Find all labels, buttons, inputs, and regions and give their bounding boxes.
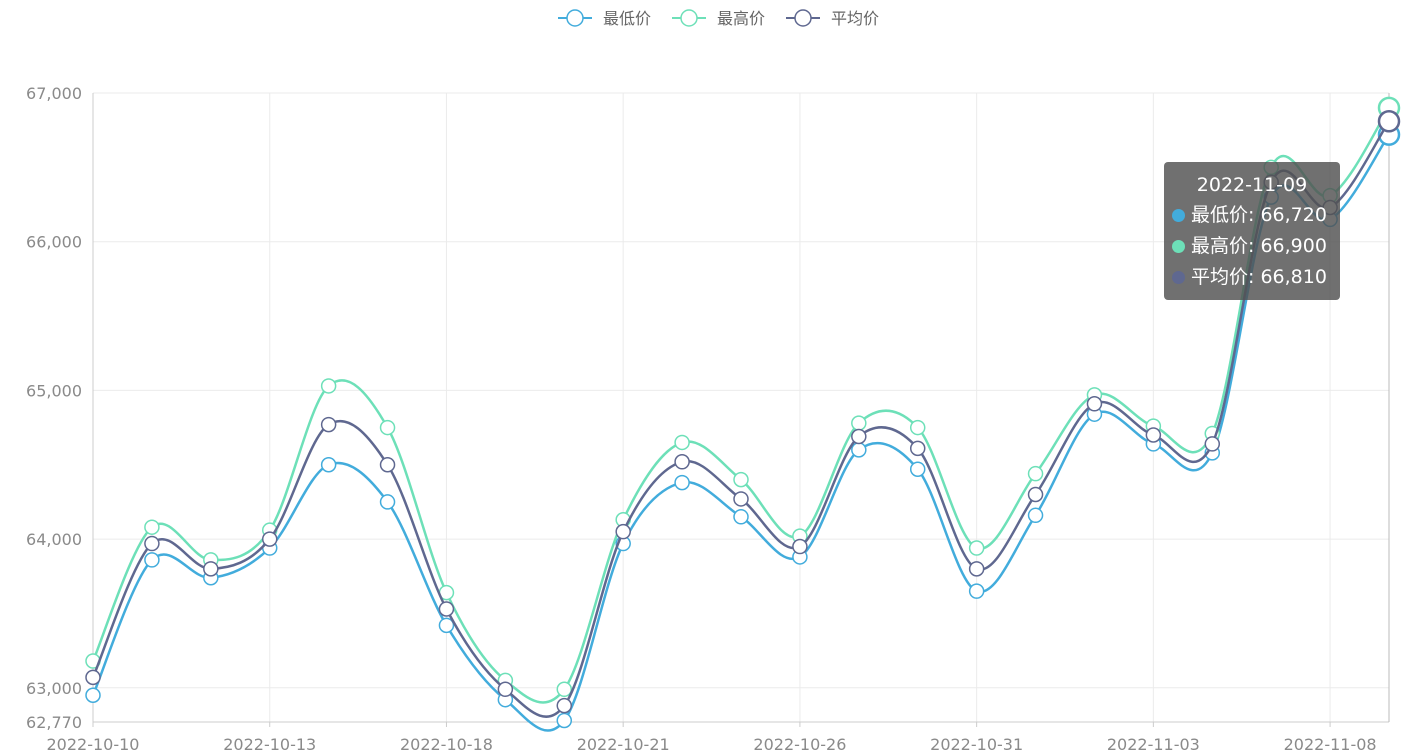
data-point[interactable] xyxy=(968,583,985,599)
data-point[interactable] xyxy=(85,687,101,703)
legend-label: 平均价 xyxy=(831,9,879,28)
legend: 最低价 最高价 平均价 xyxy=(558,9,879,28)
legend-marker-icon xyxy=(680,9,698,27)
x-tick-label: 2022-10-18 xyxy=(400,735,493,754)
data-point[interactable] xyxy=(733,491,749,507)
tooltip-value-avg: 66,810 xyxy=(1260,266,1327,288)
data-point[interactable] xyxy=(379,494,396,510)
legend-item[interactable]: 最低价 xyxy=(558,9,651,28)
tooltip-value-high: 66,900 xyxy=(1260,235,1327,257)
y-tick-label: 64,000 xyxy=(26,530,82,549)
data-point[interactable] xyxy=(379,419,396,436)
legend-marker-icon xyxy=(566,9,584,27)
tooltip-row-high: 最高价: 66,900 xyxy=(1172,231,1340,262)
data-point[interactable] xyxy=(1027,507,1044,524)
series-line xyxy=(91,133,1391,732)
tooltip-row-low: 最低价: 66,720 xyxy=(1172,200,1340,231)
data-point[interactable] xyxy=(144,519,160,535)
series-line xyxy=(91,120,1391,718)
tooltip-dot-avg xyxy=(1172,271,1185,284)
x-tick-label: 2022-10-31 xyxy=(930,735,1023,754)
data-point[interactable] xyxy=(1027,465,1044,482)
x-tick-label: 2022-11-03 xyxy=(1107,735,1200,754)
axes xyxy=(92,93,1390,727)
data-point[interactable] xyxy=(1377,110,1401,133)
x-tick-label: 2022-10-10 xyxy=(47,735,140,754)
data-point[interactable] xyxy=(1145,427,1162,443)
data-point[interactable] xyxy=(968,540,985,556)
data-point[interactable] xyxy=(733,471,749,488)
y-tick-label: 65,000 xyxy=(26,381,82,400)
data-point[interactable] xyxy=(85,669,101,686)
data-point[interactable] xyxy=(851,442,867,458)
tooltip-row-avg: 平均价: 66,810 xyxy=(1172,262,1340,293)
data-point[interactable] xyxy=(674,454,690,470)
data-point[interactable] xyxy=(320,416,337,433)
tooltip: 2022-11-09 最低价: 66,720 最高价: 66,900 平均价: … xyxy=(1164,162,1340,300)
x-axis-ticks: 2022-10-10 2022-10-13 2022-10-18 2022-10-21… xyxy=(47,735,1377,754)
data-point[interactable] xyxy=(851,428,867,445)
x-tick-label: 2022-10-13 xyxy=(223,735,316,754)
x-tick-label: 2022-10-26 xyxy=(753,735,846,754)
tooltip-dot-high xyxy=(1172,240,1185,253)
data-point[interactable] xyxy=(909,440,926,457)
data-point[interactable] xyxy=(733,509,749,525)
data-point[interactable] xyxy=(1204,436,1221,452)
data-point[interactable] xyxy=(497,681,514,698)
data-point[interactable] xyxy=(320,378,337,394)
tooltip-label-avg: 平均价 xyxy=(1191,266,1249,288)
legend-label: 最高价 xyxy=(717,9,765,28)
data-point[interactable] xyxy=(438,617,455,634)
data-point[interactable] xyxy=(203,561,219,577)
data-point[interactable] xyxy=(851,415,867,431)
legend-item[interactable]: 最高价 xyxy=(672,9,765,28)
legend-item[interactable]: 平均价 xyxy=(786,9,879,28)
series-2 xyxy=(85,110,1401,718)
data-point[interactable] xyxy=(909,461,926,477)
data-point[interactable] xyxy=(261,531,278,547)
data-point[interactable] xyxy=(556,697,573,714)
data-point[interactable] xyxy=(144,535,160,552)
tooltip-title: 2022-11-09 xyxy=(1196,174,1308,196)
data-point[interactable] xyxy=(615,523,631,540)
data-point[interactable] xyxy=(968,561,985,577)
data-point[interactable] xyxy=(379,456,396,473)
data-point[interactable] xyxy=(674,434,690,451)
data-point[interactable] xyxy=(556,681,573,698)
legend-label: 最低价 xyxy=(603,9,651,28)
data-point[interactable] xyxy=(144,552,160,568)
data-point[interactable] xyxy=(1027,486,1044,503)
tooltip-label-high: 最高价 xyxy=(1191,235,1249,257)
series-layer xyxy=(85,96,1401,732)
legend-marker-icon xyxy=(794,9,812,27)
tooltip-dot-low xyxy=(1172,209,1185,222)
data-point[interactable] xyxy=(438,601,455,617)
data-point[interactable] xyxy=(320,456,337,473)
y-tick-label: 66,000 xyxy=(26,233,82,252)
data-point[interactable] xyxy=(792,538,808,555)
tooltip-label-low: 最低价 xyxy=(1191,204,1249,226)
y-tick-label: 67,000 xyxy=(26,84,82,103)
data-point[interactable] xyxy=(674,474,690,491)
x-tick-label: 2022-11-08 xyxy=(1284,735,1377,754)
data-point[interactable] xyxy=(1086,396,1103,412)
y-tick-label: 62,770 xyxy=(26,713,82,732)
y-axis-ticks: 62,770 63,000 64,000 65,000 66,000 67,000 xyxy=(26,84,82,732)
data-point[interactable] xyxy=(909,419,926,436)
data-point[interactable] xyxy=(556,712,573,729)
y-tick-label: 63,000 xyxy=(26,679,82,698)
tooltip-value-low: 66,720 xyxy=(1260,204,1327,226)
x-tick-label: 2022-10-21 xyxy=(577,735,670,754)
